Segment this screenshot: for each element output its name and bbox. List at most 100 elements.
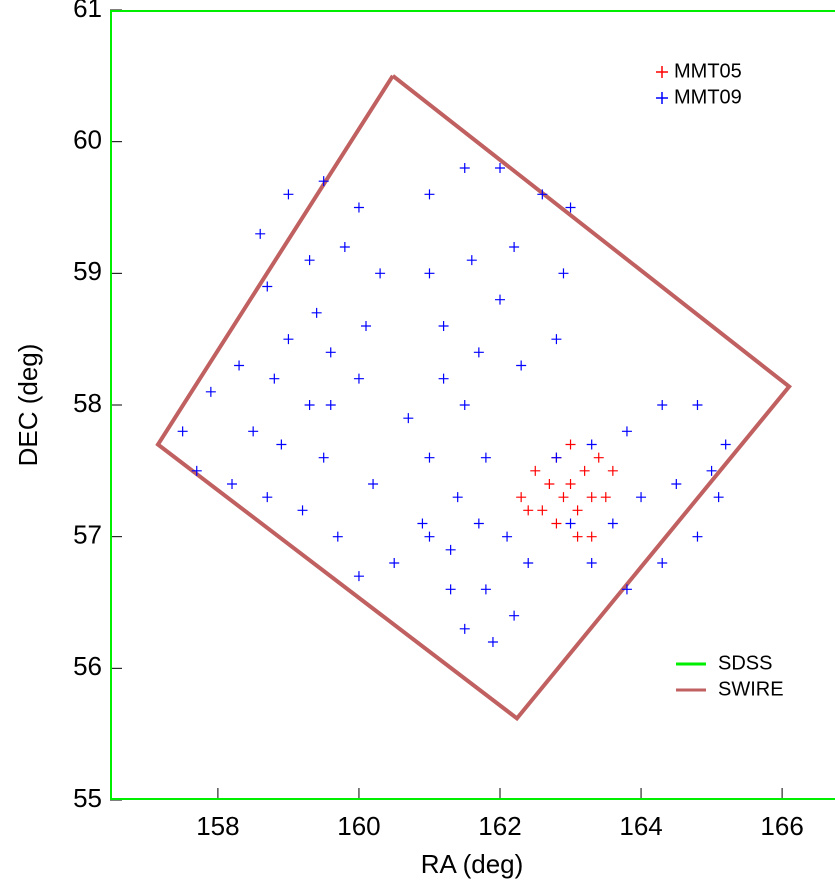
point — [424, 531, 435, 542]
point — [234, 360, 245, 371]
plot-area — [110, 10, 835, 800]
point — [586, 492, 597, 503]
y-tick-label: 55 — [73, 783, 102, 813]
point — [487, 637, 498, 647]
x-tick-label: 160 — [337, 811, 380, 841]
point — [424, 189, 435, 200]
point — [671, 479, 682, 489]
point — [473, 347, 484, 358]
x-tick-label: 162 — [478, 811, 521, 841]
legend-label: MMT09 — [674, 86, 742, 108]
legend-marker — [656, 66, 668, 78]
point — [452, 492, 463, 503]
point — [586, 558, 597, 568]
point — [523, 505, 534, 516]
point — [495, 294, 506, 305]
point — [621, 584, 632, 595]
x-tick-label: 166 — [760, 811, 803, 841]
point — [459, 400, 470, 410]
point — [516, 360, 527, 371]
y-axis-label: DEC (deg) — [13, 344, 43, 467]
point — [516, 492, 527, 503]
point — [551, 518, 562, 529]
point — [572, 531, 583, 542]
point — [572, 505, 583, 516]
y-tick-label: 56 — [73, 651, 102, 681]
point — [339, 242, 350, 252]
point — [473, 518, 484, 529]
point — [325, 400, 336, 410]
point — [586, 531, 597, 542]
y-tick-label: 58 — [73, 388, 102, 418]
point — [227, 479, 238, 489]
point — [445, 544, 456, 555]
outline — [155, 74, 793, 722]
point — [657, 558, 668, 568]
point — [558, 492, 569, 503]
point — [509, 242, 520, 252]
point — [332, 531, 343, 542]
point — [177, 426, 188, 437]
legend-label: MMT05 — [674, 60, 742, 82]
point — [607, 518, 618, 529]
point — [262, 281, 273, 292]
point — [424, 452, 435, 463]
y-tick-label: 60 — [73, 125, 102, 155]
point — [706, 465, 717, 476]
point — [502, 531, 513, 542]
point — [509, 610, 520, 621]
point — [607, 465, 618, 476]
point — [713, 492, 724, 503]
point — [459, 163, 470, 173]
point — [565, 202, 576, 213]
point — [424, 268, 435, 279]
point — [558, 268, 569, 279]
point — [368, 479, 379, 489]
point — [361, 321, 372, 331]
point — [692, 531, 703, 542]
legend-label: SDSS — [718, 652, 772, 674]
legend-marker — [656, 92, 668, 104]
point — [389, 558, 400, 568]
x-axis-label: RA (deg) — [421, 849, 524, 879]
point — [353, 571, 364, 582]
point — [417, 518, 428, 529]
point — [692, 400, 703, 410]
point — [438, 321, 449, 331]
point — [191, 465, 202, 476]
point — [262, 492, 273, 503]
point — [537, 189, 548, 200]
point — [304, 400, 315, 410]
point — [544, 479, 555, 489]
point — [248, 426, 259, 437]
point — [255, 228, 266, 239]
point — [579, 465, 590, 476]
point — [551, 334, 562, 345]
point — [283, 189, 294, 200]
point — [593, 452, 604, 463]
point — [720, 439, 731, 450]
point — [495, 163, 506, 173]
point — [318, 452, 329, 463]
point — [459, 623, 470, 634]
point — [325, 347, 336, 358]
point — [480, 452, 491, 463]
legend-label: SWIRE — [718, 678, 784, 700]
y-tick-label: 59 — [73, 256, 102, 286]
point — [297, 505, 308, 516]
point — [600, 492, 611, 503]
point — [586, 439, 597, 450]
point — [438, 373, 449, 384]
point — [480, 584, 491, 595]
point — [565, 518, 576, 529]
point — [621, 426, 632, 437]
point — [445, 584, 456, 595]
point — [353, 373, 364, 384]
x-tick-label: 158 — [196, 811, 239, 841]
point — [565, 479, 576, 489]
point — [403, 413, 414, 424]
point — [205, 386, 216, 397]
y-tick-label: 61 — [73, 0, 102, 23]
point — [657, 400, 668, 410]
